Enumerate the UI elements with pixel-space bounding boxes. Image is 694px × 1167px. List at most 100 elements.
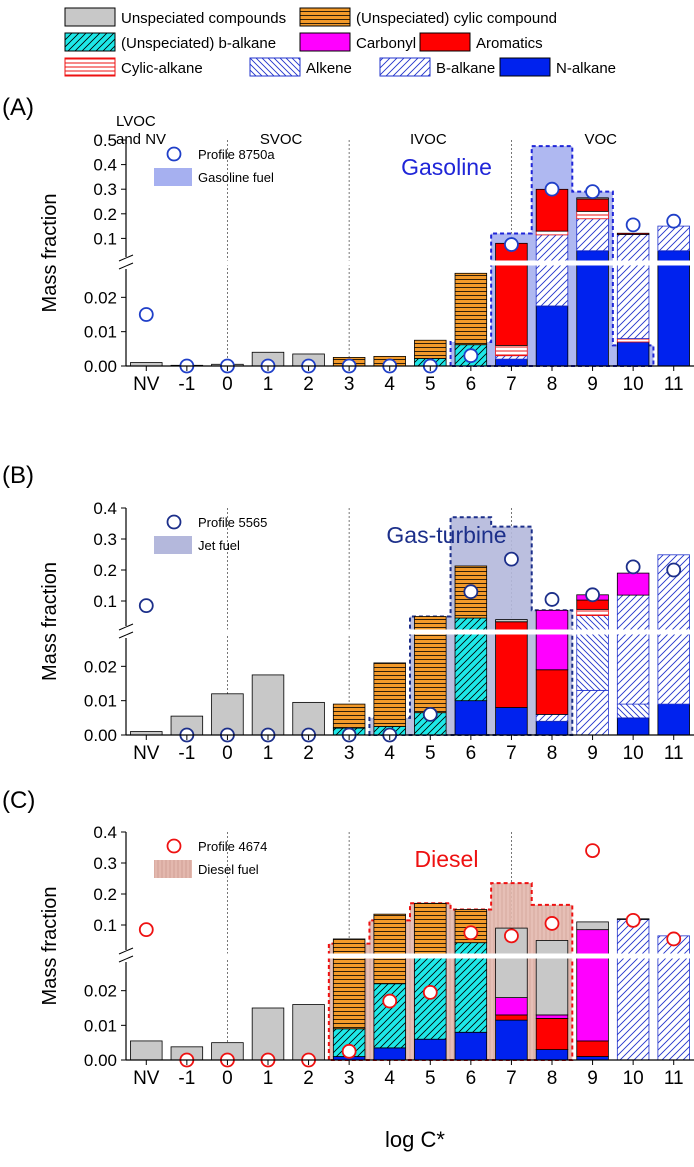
profile-marker	[422, 707, 438, 722]
inner-legend-fuel-swatch	[154, 168, 192, 186]
bar-segment-cycalk	[616, 338, 650, 343]
x-tick-label: 5	[425, 374, 436, 395]
bar-stack-11	[657, 225, 690, 367]
bar-segment-balkane	[616, 919, 650, 1061]
x-tick-label: 5	[425, 743, 436, 764]
profile-marker	[504, 237, 519, 252]
legend-item-cycalk: Cylic-alkane	[64, 57, 203, 77]
bar-segment-nalkane	[535, 1049, 569, 1061]
bar-segment-cyclic	[414, 339, 447, 359]
axis-break-mark	[118, 254, 134, 262]
bar-stack-NV	[130, 1040, 163, 1061]
legend-swatch-balkane_cyan	[64, 32, 116, 52]
axis-break-mark	[118, 631, 134, 639]
bar-segment-unspeciated	[576, 921, 609, 931]
bar-stack-5	[414, 902, 447, 1061]
x-tick-label: 11	[664, 1068, 684, 1089]
x-tick-label: 6	[466, 1068, 477, 1089]
panel-2: (B) 0.1 0.2 0.3 0.4 0.00 0.01 0.02 NV -1 0 1 2 3 4 5 6 7 8…	[2, 462, 694, 764]
x-tick-label: 0	[222, 743, 233, 764]
bar-segment-aromatics	[535, 1018, 569, 1051]
y-tick-label-lower: 0.02	[84, 982, 117, 1001]
profile-marker	[585, 587, 600, 603]
profile-marker	[504, 928, 519, 944]
bar-segment-balkane	[616, 594, 650, 705]
y-axis-label: Mass fraction	[39, 194, 61, 313]
bar-stack-10	[616, 918, 650, 1061]
bar-segment-cyclic	[332, 938, 366, 1030]
legend-label-nalkane: N-alkane	[556, 60, 616, 77]
legend-label-unspeciated: Unspeciated compounds	[121, 10, 286, 27]
panel-letter: (A)	[2, 94, 34, 121]
bar-segment-cyclic	[414, 902, 447, 957]
y-tick-label-lower: 0.01	[84, 1016, 117, 1035]
legend-label-cycalk: Cylic-alkane	[121, 60, 203, 77]
x-tick-label: 3	[344, 743, 355, 764]
legend-item-aromatics: Aromatics	[419, 32, 543, 52]
axis-break-band	[126, 629, 694, 635]
profile-marker	[666, 931, 682, 947]
bar-stack-2	[292, 1004, 325, 1061]
x-tick-label: 7	[506, 743, 517, 764]
legend-label-balkane_cyan: (Unspeciated) b-alkane	[121, 35, 276, 52]
legend-label-alkene: Alkene	[306, 60, 352, 77]
bar-segment-nalkane	[454, 1031, 488, 1061]
bar-segment-cyclic	[332, 703, 366, 729]
y-axis-label: Mass fraction	[39, 562, 61, 681]
profile-marker	[463, 584, 479, 600]
bar-segment-cyclic	[454, 272, 488, 346]
legend-item-balkane_cyan: (Unspeciated) b-alkane	[64, 32, 276, 52]
bar-segment-nalkane	[373, 1047, 406, 1061]
bar-stack-8	[535, 188, 569, 367]
bar-segment-balkane	[495, 355, 528, 360]
legend-item-nalkane: N-alkane	[499, 57, 616, 77]
bar-segment-balkane	[657, 554, 690, 705]
bar-segment-unspeciated	[251, 674, 285, 736]
y-tick-label-upper: 0.3	[93, 530, 117, 549]
y-tick-label-upper: 0.3	[93, 180, 117, 199]
y-tick-label-upper: 0.1	[93, 229, 117, 248]
y-tick-label-upper: 0.1	[93, 592, 117, 611]
bar-segment-cycalk	[576, 608, 609, 616]
x-tick-label: 2	[303, 1068, 314, 1089]
x-tick-label: -1	[178, 374, 195, 395]
profile-marker	[666, 213, 682, 229]
bar-segment-unspeciated	[495, 619, 528, 623]
legend-swatch-nalkane	[499, 57, 551, 77]
legend-swatch-unspeciated	[64, 7, 116, 27]
bar-stack-11	[657, 554, 690, 736]
legend-swatch-cyclic	[299, 7, 351, 27]
profile-marker	[422, 985, 438, 1000]
bar-segment-balkane_cyan	[373, 983, 406, 1049]
profile-marker	[585, 843, 600, 858]
axis-break-mark	[118, 262, 134, 270]
bar-stack-9	[576, 594, 609, 736]
bar-segment-nalkane	[657, 250, 690, 367]
y-tick-label-upper: 0.2	[93, 205, 117, 224]
y-tick-label-lower: 0.01	[84, 323, 117, 342]
legend-item-alkene: Alkene	[249, 57, 352, 77]
x-tick-label: 7	[506, 1068, 517, 1089]
profile-marker	[625, 559, 641, 575]
profile-marker	[341, 1043, 357, 1059]
bar-segment-nalkane	[616, 717, 650, 736]
bar-segment-aromatics	[576, 1040, 609, 1057]
inner-legend-fuel-label: Diesel fuel	[198, 862, 259, 877]
bar-stack-9	[576, 197, 609, 367]
bar-segment-unspeciated	[292, 1004, 325, 1061]
bar-segment-cyclic	[373, 662, 406, 727]
bar-segment-nalkane	[495, 707, 528, 736]
bar-segment-aromatics	[495, 1014, 528, 1021]
y-tick-label-upper: 0.5	[93, 131, 117, 150]
bar-segment-carbonyl	[535, 1014, 569, 1019]
y-tick-label-lower: 0.00	[84, 1051, 117, 1070]
bar-stack-10	[616, 572, 650, 736]
bar-segment-balkane	[576, 218, 609, 252]
profile-marker	[625, 217, 641, 233]
bar-segment-alkene	[576, 615, 609, 691]
legend-swatch-cycalk	[64, 57, 116, 77]
y-tick-label-lower: 0.00	[84, 726, 117, 745]
y-tick-label-lower: 0.00	[84, 357, 117, 376]
x-tick-label: NV	[133, 374, 160, 395]
inner-legend-fuel-swatch	[154, 860, 192, 878]
